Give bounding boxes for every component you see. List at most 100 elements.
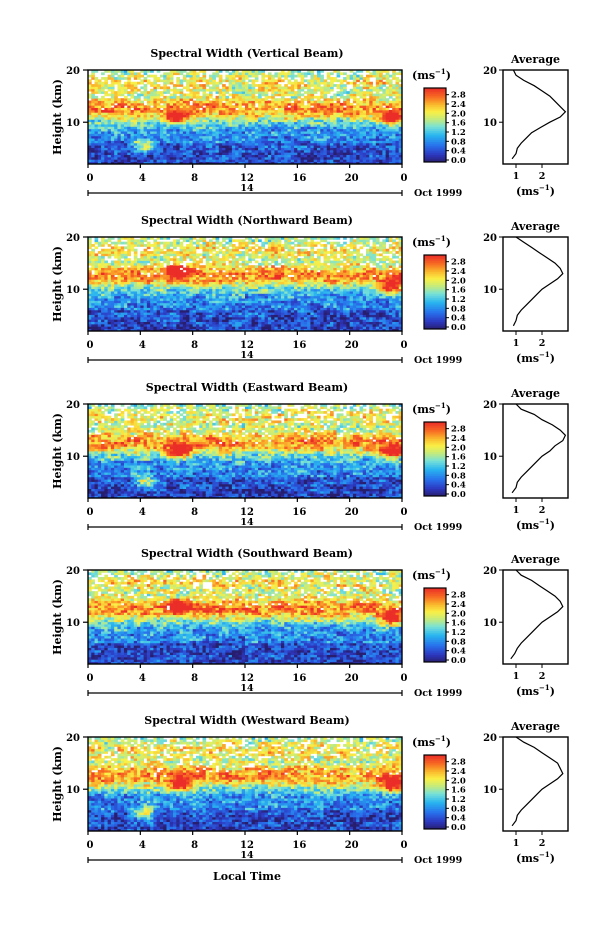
heatmap-cell xyxy=(130,142,135,146)
heatmap-cell xyxy=(130,88,135,92)
heatmap-cell xyxy=(379,131,383,134)
heatmap-cell xyxy=(150,133,154,137)
heatmap-cell xyxy=(146,276,151,280)
heatmap-cell xyxy=(133,159,138,163)
heatmap-cell xyxy=(222,147,226,151)
heatmap-cell xyxy=(290,128,295,132)
heatmap-cell xyxy=(238,121,243,125)
heatmap-cell xyxy=(231,159,236,163)
heatmap-cell xyxy=(176,70,180,73)
heatmap-cell xyxy=(294,93,298,97)
heatmap-cell xyxy=(120,291,125,294)
heatmap-cell xyxy=(110,74,115,78)
heatmap-cell xyxy=(375,102,380,106)
heatmap-cell xyxy=(186,309,190,313)
heatmap-cell xyxy=(251,105,256,108)
heatmap-cell xyxy=(212,100,216,104)
heatmap-cell xyxy=(231,84,236,87)
heatmap-cell xyxy=(366,70,370,73)
heatmap-cell xyxy=(146,326,151,330)
heatmap-cell xyxy=(235,131,239,134)
heatmap-cell xyxy=(379,77,383,80)
heatmap-cell xyxy=(209,119,213,123)
heatmap-cell xyxy=(107,145,112,148)
heatmap-cell xyxy=(205,95,210,99)
heatmap-cell xyxy=(189,291,194,294)
heatmap-cell xyxy=(379,138,383,141)
heatmap-cell xyxy=(215,145,220,148)
heatmap-cell xyxy=(97,156,102,160)
heatmap-cell xyxy=(330,131,334,134)
heatmap-cell xyxy=(156,272,161,275)
heatmap-cell xyxy=(339,79,344,83)
heatmap-cell xyxy=(150,100,154,104)
heatmap-cell xyxy=(195,119,200,123)
heatmap-cell xyxy=(107,105,112,108)
heatmap-cell xyxy=(202,102,207,106)
heatmap-cell xyxy=(169,326,174,330)
heatmap-cell xyxy=(101,328,105,332)
heatmap-cell xyxy=(395,79,400,83)
heatmap-cell xyxy=(395,124,400,127)
heatmap-cell xyxy=(264,145,269,148)
heatmap-cell xyxy=(202,274,207,278)
heatmap-cell xyxy=(163,251,167,254)
heatmap-cell xyxy=(94,86,99,90)
heatmap-cell xyxy=(320,124,324,127)
heatmap-cell xyxy=(290,159,295,163)
heatmap-cell xyxy=(313,145,318,148)
heatmap-cell xyxy=(179,253,184,257)
heatmap-cell xyxy=(222,109,226,113)
heatmap-cell xyxy=(186,314,190,318)
heatmap-cell xyxy=(195,300,200,304)
heatmap-cell xyxy=(101,307,105,311)
heatmap-cell xyxy=(336,124,341,127)
heatmap-cell xyxy=(349,114,354,118)
heatmap-cell xyxy=(192,269,197,273)
heatmap-cell xyxy=(94,152,99,155)
heatmap-cell xyxy=(346,138,351,141)
heatmap-cell xyxy=(382,77,387,80)
heatmap-cell xyxy=(209,147,213,151)
heatmap-cell xyxy=(133,107,138,111)
heatmap-cell xyxy=(245,105,249,108)
heatmap-cell xyxy=(117,88,122,92)
heatmap-cell xyxy=(166,159,171,163)
heatmap-cell xyxy=(349,161,354,165)
heatmap-cell xyxy=(107,316,112,320)
heatmap-cell xyxy=(137,281,141,285)
heatmap-cell xyxy=(156,281,161,285)
heatmap-cell xyxy=(284,140,288,144)
heatmap-cell xyxy=(205,286,210,290)
heatmap-cell xyxy=(159,105,164,108)
heatmap-cell xyxy=(382,74,387,78)
heatmap-cell xyxy=(91,293,95,297)
heatmap-cell xyxy=(143,279,148,283)
heatmap-cell xyxy=(395,95,400,99)
heatmap-cell xyxy=(254,145,259,148)
heatmap-cell xyxy=(104,269,109,273)
heatmap-cell xyxy=(274,79,279,83)
heatmap-cell xyxy=(379,79,383,83)
heatmap-cell xyxy=(352,142,357,146)
heatmap-cell xyxy=(320,138,324,141)
heatmap-cell xyxy=(150,70,154,73)
heatmap-cell xyxy=(182,140,187,144)
heatmap-cell xyxy=(261,86,266,90)
heatmap-cell xyxy=(231,100,236,104)
heatmap-cell xyxy=(392,91,396,94)
heatmap-cell xyxy=(189,314,194,318)
heatmap-cell xyxy=(153,74,158,78)
heatmap-cell xyxy=(195,140,200,144)
heatmap-cell xyxy=(159,316,164,320)
heatmap-cell xyxy=(137,154,141,158)
heatmap-cell xyxy=(287,98,292,101)
heatmap-cell xyxy=(143,98,148,101)
heatmap-cell xyxy=(173,100,177,104)
heatmap-cell xyxy=(156,133,161,137)
heatmap-cell xyxy=(189,154,194,158)
heatmap-cell xyxy=(398,128,403,132)
heatmap-cell xyxy=(245,152,249,155)
heatmap-cell xyxy=(137,81,141,85)
heatmap-cell xyxy=(245,84,249,87)
